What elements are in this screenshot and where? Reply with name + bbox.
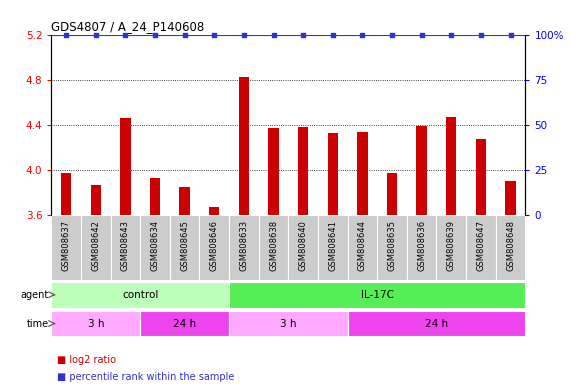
Text: GSM808633: GSM808633 (239, 220, 248, 271)
Text: GSM808634: GSM808634 (151, 220, 159, 271)
Bar (416, 126, 427, 215)
Point (358, 31, 367, 38)
Bar (229, 311, 348, 336)
Text: ■ log2 ratio: ■ log2 ratio (57, 355, 116, 365)
Bar (387, 173, 397, 215)
Text: GSM808635: GSM808635 (388, 220, 396, 271)
Text: GSM808638: GSM808638 (269, 220, 278, 271)
Bar (61, 173, 71, 215)
Bar (51, 311, 140, 336)
Bar (229, 215, 259, 280)
Text: GSM808646: GSM808646 (210, 220, 219, 271)
Bar (476, 139, 486, 215)
Bar (81, 215, 111, 280)
Text: time: time (26, 318, 49, 329)
Text: control: control (122, 290, 158, 300)
Point (62, 31, 71, 38)
Point (91, 31, 100, 38)
Text: 24 h: 24 h (425, 318, 448, 329)
Text: GSM808644: GSM808644 (358, 220, 367, 271)
Bar (268, 128, 279, 215)
Bar (111, 215, 140, 280)
Bar (51, 282, 229, 308)
Text: GSM808643: GSM808643 (121, 220, 130, 271)
Point (299, 31, 308, 38)
Text: GSM808640: GSM808640 (299, 220, 308, 271)
Bar (91, 185, 101, 215)
Text: GSM808637: GSM808637 (62, 220, 71, 271)
Text: GSM808641: GSM808641 (328, 220, 337, 271)
Bar (179, 187, 190, 215)
Text: GSM808647: GSM808647 (476, 220, 485, 271)
Text: 24 h: 24 h (173, 318, 196, 329)
Bar (229, 282, 525, 308)
Point (388, 31, 397, 38)
Bar (170, 215, 199, 280)
Point (417, 31, 426, 38)
Bar (357, 132, 368, 215)
Bar (348, 215, 377, 280)
Text: 3 h: 3 h (87, 318, 104, 329)
Point (180, 31, 189, 38)
Bar (436, 215, 466, 280)
Text: GSM808648: GSM808648 (506, 220, 515, 271)
Text: GSM808639: GSM808639 (447, 220, 456, 271)
Bar (318, 215, 348, 280)
Bar (120, 118, 131, 215)
Bar (150, 178, 160, 215)
Text: IL-17C: IL-17C (361, 290, 394, 300)
Point (151, 31, 160, 38)
Bar (505, 181, 516, 215)
Bar (51, 215, 81, 280)
Point (121, 31, 130, 38)
Bar (328, 133, 338, 215)
Text: agent: agent (21, 290, 49, 300)
Point (239, 31, 248, 38)
Bar (377, 215, 407, 280)
Text: GDS4807 / A_24_P140608: GDS4807 / A_24_P140608 (51, 20, 204, 33)
Point (328, 31, 337, 38)
Text: 3 h: 3 h (280, 318, 296, 329)
Text: GSM808642: GSM808642 (91, 220, 100, 271)
Bar (298, 127, 308, 215)
Bar (140, 311, 229, 336)
Point (506, 31, 515, 38)
Bar (496, 215, 525, 280)
Text: GSM808636: GSM808636 (417, 220, 426, 271)
Point (447, 31, 456, 38)
Bar (140, 215, 170, 280)
Bar (288, 215, 318, 280)
Bar (407, 215, 436, 280)
Bar (446, 117, 456, 215)
Point (476, 31, 485, 38)
Bar (209, 207, 219, 215)
Bar (239, 78, 249, 215)
Bar (348, 311, 525, 336)
Point (210, 31, 219, 38)
Text: GSM808645: GSM808645 (180, 220, 189, 271)
Text: ■ percentile rank within the sample: ■ percentile rank within the sample (57, 372, 235, 382)
Bar (466, 215, 496, 280)
Bar (199, 215, 229, 280)
Bar (259, 215, 288, 280)
Point (269, 31, 278, 38)
